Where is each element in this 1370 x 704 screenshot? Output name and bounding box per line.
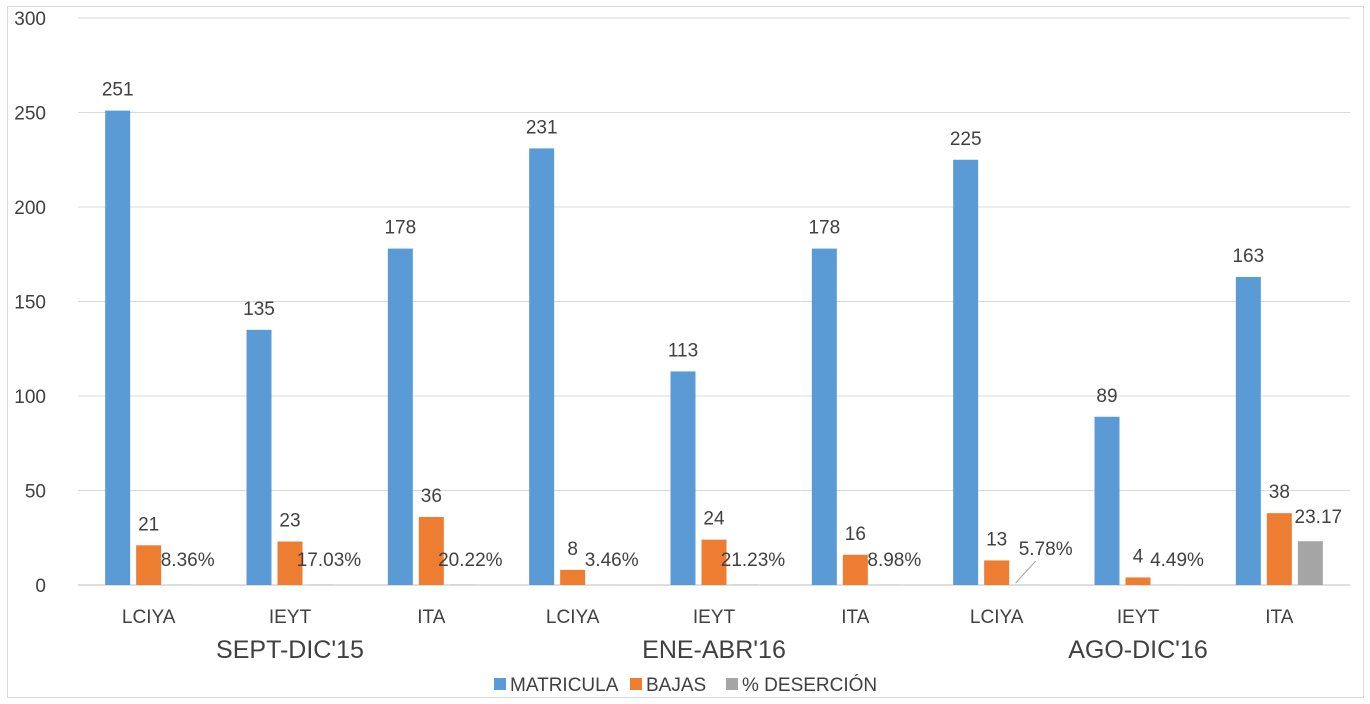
legend-label: BAJAS bbox=[646, 675, 706, 696]
bar-bajas bbox=[842, 554, 868, 585]
data-label: 21 bbox=[138, 514, 159, 535]
bar-bajas bbox=[418, 516, 444, 585]
y-tick-label: 150 bbox=[14, 293, 46, 314]
data-label: 178 bbox=[808, 218, 840, 239]
data-label: 225 bbox=[950, 129, 982, 150]
data-label: 251 bbox=[102, 80, 134, 101]
data-label: 231 bbox=[526, 117, 558, 138]
bar-bajas bbox=[136, 545, 162, 585]
data-label: 8.98% bbox=[867, 550, 921, 571]
bar-matricula bbox=[1094, 416, 1120, 585]
bar-bajas bbox=[701, 539, 727, 585]
bar-bajas bbox=[560, 569, 586, 585]
category-label: LCIYA bbox=[122, 607, 176, 628]
bar-matricula bbox=[811, 248, 837, 585]
bar-matricula bbox=[529, 148, 555, 585]
category-label: IEYT bbox=[1117, 607, 1160, 628]
group-label: ENE-ABR'16 bbox=[642, 636, 786, 664]
category-label: IEYT bbox=[693, 607, 736, 628]
data-label: 20.22% bbox=[438, 550, 503, 571]
category-label: LCIYA bbox=[970, 607, 1024, 628]
y-tick-label: 300 bbox=[14, 9, 46, 30]
data-label: 24 bbox=[703, 509, 725, 530]
category-label: LCIYA bbox=[546, 607, 600, 628]
data-label: 23.17 bbox=[1295, 507, 1343, 528]
legend-swatch bbox=[494, 678, 506, 690]
bar-matricula bbox=[670, 371, 696, 585]
group-label: AGO-DIC'16 bbox=[1068, 636, 1208, 664]
leader-line bbox=[1015, 560, 1037, 584]
y-tick-label: 0 bbox=[35, 576, 46, 597]
data-label: 4 bbox=[1133, 546, 1144, 567]
bar-matricula bbox=[1235, 276, 1261, 585]
bar-bajas bbox=[277, 541, 303, 585]
y-tick-label: 100 bbox=[14, 387, 46, 408]
bar-matricula bbox=[953, 159, 979, 585]
legend-label: % DESERCIÓN bbox=[742, 674, 877, 696]
data-label: 17.03% bbox=[297, 550, 362, 571]
category-label: ITA bbox=[1265, 607, 1293, 628]
category-label: ITA bbox=[841, 607, 869, 628]
legend-swatch bbox=[630, 678, 642, 690]
bar-deserci-n bbox=[1297, 541, 1323, 585]
data-label: 163 bbox=[1232, 246, 1264, 267]
category-label: ITA bbox=[417, 607, 445, 628]
data-label: 5.78% bbox=[1019, 539, 1073, 560]
bar-bajas bbox=[1125, 577, 1151, 585]
y-tick-label: 250 bbox=[14, 104, 46, 125]
data-label: 21.23% bbox=[721, 550, 786, 571]
data-label: 13 bbox=[986, 529, 1007, 550]
data-label: 3.46% bbox=[585, 550, 639, 571]
data-label: 89 bbox=[1096, 386, 1117, 407]
legend-swatch bbox=[726, 678, 738, 690]
category-label: IEYT bbox=[269, 607, 312, 628]
bar-matricula bbox=[246, 329, 272, 585]
data-label: 16 bbox=[845, 524, 866, 545]
data-label: 4.49% bbox=[1150, 550, 1204, 571]
data-label: 135 bbox=[243, 299, 275, 320]
data-label: 38 bbox=[1269, 482, 1290, 503]
legend-label: MATRICULA bbox=[510, 675, 619, 696]
group-label: SEPT-DIC'15 bbox=[216, 636, 364, 664]
data-label: 113 bbox=[668, 340, 698, 361]
bar-matricula bbox=[387, 248, 413, 585]
bar-bajas bbox=[984, 560, 1010, 585]
y-tick-label: 200 bbox=[14, 198, 46, 219]
y-tick-label: 50 bbox=[25, 482, 46, 503]
bar-matricula bbox=[105, 110, 131, 586]
bar-bajas bbox=[1266, 513, 1292, 585]
data-label: 36 bbox=[421, 486, 442, 507]
data-label: 23 bbox=[279, 511, 300, 532]
data-label: 8 bbox=[567, 539, 578, 560]
data-label: 8.36% bbox=[161, 550, 215, 571]
data-label: 178 bbox=[384, 218, 416, 239]
